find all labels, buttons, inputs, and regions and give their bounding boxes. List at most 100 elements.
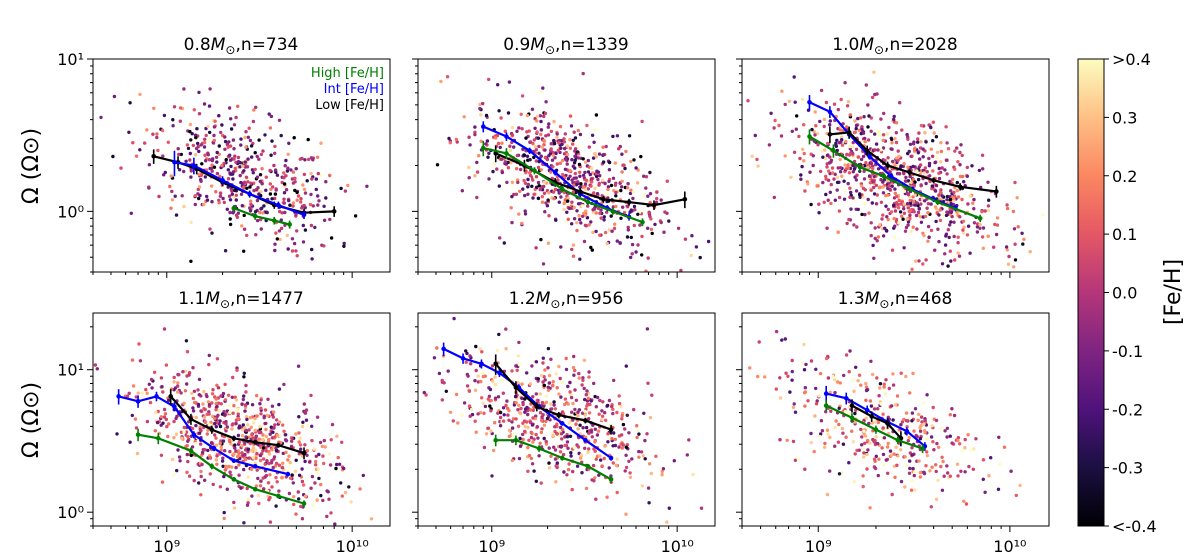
scatter-point xyxy=(534,414,538,418)
scatter-point xyxy=(845,104,850,108)
series-point xyxy=(957,184,963,190)
scatter-point xyxy=(577,371,581,376)
scatter-point xyxy=(863,201,867,206)
scatter-point xyxy=(933,189,938,193)
series-point xyxy=(559,455,565,461)
scatter-point xyxy=(634,250,638,254)
scatter-point xyxy=(228,210,232,215)
scatter-point xyxy=(563,157,567,161)
scatter-point xyxy=(521,187,525,191)
scatter-point xyxy=(843,163,847,167)
scatter-point xyxy=(203,407,207,412)
scatter-point xyxy=(621,422,626,427)
scatter-point xyxy=(232,157,236,161)
scatter-point xyxy=(255,154,259,159)
scatter-point xyxy=(227,106,232,110)
scatter-point xyxy=(913,488,917,492)
series-line xyxy=(137,433,305,505)
scatter-point xyxy=(844,435,848,439)
scatter-point xyxy=(199,143,203,147)
scatter-point xyxy=(953,167,957,171)
scatter-point xyxy=(931,405,935,410)
scatter-point xyxy=(297,440,301,444)
scatter-point xyxy=(923,199,927,203)
scatter-point xyxy=(523,429,527,434)
scatter-point xyxy=(593,427,597,431)
scatter-point xyxy=(259,406,263,410)
scatter-point xyxy=(488,404,492,408)
scatter-point xyxy=(864,416,868,420)
scatter-point xyxy=(535,425,539,429)
scatter-point xyxy=(570,410,574,414)
scatter-point xyxy=(199,493,203,497)
scatter-point xyxy=(610,404,614,409)
scatter-point xyxy=(595,169,599,173)
scatter-point xyxy=(115,432,119,436)
scatter-point xyxy=(245,417,249,422)
scatter-point xyxy=(853,130,857,134)
scatter-point xyxy=(869,404,874,408)
scatter-point xyxy=(620,185,624,189)
scatter-point xyxy=(894,140,899,145)
scatter-point xyxy=(542,138,546,143)
scatter-point xyxy=(238,173,242,178)
scatter-point xyxy=(992,245,996,249)
scatter-point xyxy=(570,200,574,204)
scatter-point xyxy=(514,167,519,171)
scatter-point xyxy=(600,414,605,418)
scatter-point xyxy=(829,409,833,413)
scatter-point xyxy=(215,462,219,466)
scatter-point xyxy=(568,146,573,150)
scatter-point xyxy=(789,175,793,179)
scatter-point xyxy=(552,138,556,143)
scatter-point xyxy=(525,371,529,375)
scatter-point xyxy=(501,391,505,395)
scatter-point xyxy=(193,442,198,446)
scatter-point xyxy=(600,418,604,422)
scatter-point xyxy=(874,435,878,439)
scatter-point xyxy=(614,463,619,468)
scatter-point xyxy=(869,162,873,166)
scatter-point xyxy=(302,402,306,406)
scatter-point xyxy=(172,436,176,440)
scatter-point xyxy=(647,462,652,466)
scatter-point xyxy=(143,141,147,145)
scatter-point xyxy=(543,210,547,214)
scatter-point xyxy=(917,459,921,463)
scatter-point xyxy=(178,459,182,463)
scatter-point xyxy=(589,220,593,224)
scatter-point xyxy=(576,128,580,133)
scatter-point xyxy=(888,449,893,453)
scatter-point xyxy=(802,123,806,127)
scatter-point xyxy=(557,434,561,439)
scatter-point xyxy=(818,119,822,124)
scatter-point xyxy=(584,393,588,397)
scatter-point xyxy=(614,194,618,198)
scatter-point xyxy=(339,186,343,191)
scatter-point xyxy=(583,446,587,450)
scatter-point xyxy=(223,135,227,139)
scatter-point xyxy=(195,127,199,131)
panel-title: 0.9M⊙,n=1339 xyxy=(503,35,628,57)
scatter-point xyxy=(541,86,545,90)
scatter-point xyxy=(526,425,530,430)
scatter-point xyxy=(931,169,935,173)
series-point xyxy=(301,501,307,506)
scatter-point xyxy=(155,132,159,136)
scatter-point xyxy=(574,398,579,402)
scatter-point xyxy=(466,374,470,378)
scatter-point xyxy=(273,196,277,201)
scatter-point xyxy=(192,389,197,393)
scatter-point xyxy=(234,115,238,120)
series-point xyxy=(831,148,836,154)
scatter-point xyxy=(897,221,901,225)
scatter-point xyxy=(264,434,268,439)
scatter-point xyxy=(498,410,503,415)
scatter-point xyxy=(919,415,924,419)
scatter-point xyxy=(286,247,290,251)
scatter-point xyxy=(229,172,234,176)
scatter-point xyxy=(227,404,231,408)
scatter-point xyxy=(571,142,575,146)
scatter-point xyxy=(927,235,931,239)
